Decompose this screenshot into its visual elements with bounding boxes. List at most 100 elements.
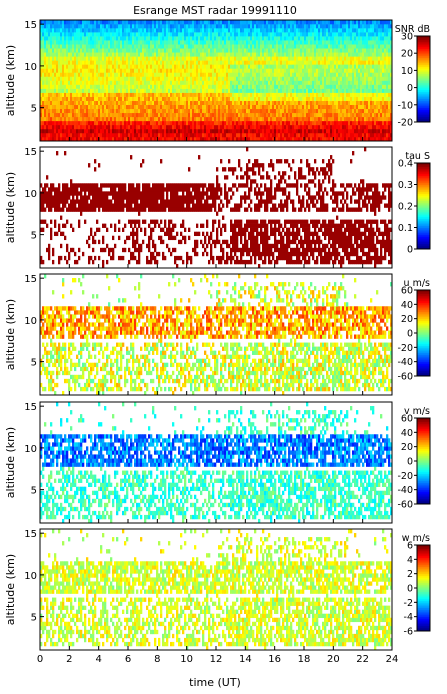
heatmap-cell — [354, 80, 357, 85]
heatmap-cell — [92, 60, 95, 65]
heatmap-cell — [92, 104, 95, 110]
heatmap-cell — [158, 52, 161, 57]
heatmap-cell — [152, 20, 155, 25]
heatmap-cell — [148, 40, 151, 45]
heatmap-cell — [92, 116, 95, 122]
heatmap-cell — [340, 92, 343, 97]
heatmap-cell — [310, 128, 313, 134]
heatmap-cell — [88, 56, 91, 61]
heatmap-cell — [278, 132, 281, 138]
heatmap-cell — [168, 128, 171, 134]
heatmap-cell — [234, 100, 237, 105]
heatmap-cell — [218, 36, 221, 41]
heatmap-cell — [100, 32, 103, 37]
heatmap-cell — [306, 100, 309, 105]
heatmap-cell — [138, 24, 141, 29]
heatmap-cell — [184, 116, 187, 122]
heatmap-cell — [182, 116, 185, 122]
heatmap-cell — [254, 108, 257, 114]
heatmap-cell — [132, 44, 135, 49]
heatmap-cell — [98, 104, 101, 110]
heatmap-cell — [222, 84, 225, 89]
heatmap-cell — [142, 108, 145, 114]
heatmap-cell — [126, 124, 129, 130]
heatmap-cell — [290, 72, 293, 77]
heatmap-cell — [174, 84, 177, 89]
heatmap-cell — [304, 116, 307, 122]
heatmap-cell — [312, 36, 315, 41]
heatmap-cell — [100, 96, 103, 101]
heatmap-cell — [224, 80, 227, 85]
heatmap-cell — [310, 124, 313, 130]
heatmap-cell — [278, 76, 281, 81]
heatmap-cell — [328, 96, 331, 101]
heatmap-cell — [296, 28, 299, 33]
heatmap-cell — [90, 88, 93, 93]
heatmap-cell — [220, 136, 223, 142]
heatmap-cell — [150, 128, 153, 134]
heatmap-cell — [324, 20, 327, 25]
heatmap-cell — [82, 120, 85, 126]
heatmap-cell — [76, 40, 79, 45]
heatmap-cell — [240, 100, 243, 105]
heatmap-cell — [172, 68, 175, 73]
heatmap-cell — [192, 56, 195, 61]
heatmap-cell — [312, 28, 315, 33]
heatmap-cell — [68, 24, 71, 29]
heatmap-cell — [140, 116, 143, 122]
heatmap-cell — [78, 128, 81, 134]
heatmap-cell — [344, 128, 347, 134]
heatmap-cell — [206, 20, 209, 25]
heatmap-cell — [172, 44, 175, 49]
heatmap-cell — [200, 116, 203, 122]
heatmap-cell — [338, 48, 341, 53]
heatmap-cell — [356, 92, 359, 97]
heatmap-cell — [254, 128, 257, 134]
heatmap-cell — [310, 68, 313, 73]
heatmap-cell — [68, 104, 71, 110]
heatmap-cell — [54, 80, 57, 85]
heatmap-cell — [136, 80, 139, 85]
heatmap-cell — [222, 32, 225, 37]
heatmap-cell — [368, 132, 371, 138]
heatmap-cell — [124, 64, 127, 69]
heatmap-cell — [270, 52, 273, 57]
heatmap-cell — [302, 128, 305, 134]
heatmap-cell — [350, 128, 353, 134]
heatmap-cell — [72, 92, 75, 97]
heatmap-cell — [40, 28, 43, 33]
heatmap-cell — [144, 104, 147, 110]
heatmap-cell — [266, 20, 269, 25]
heatmap-cell — [48, 92, 51, 97]
heatmap-cell — [366, 132, 369, 138]
heatmap-cell — [52, 48, 55, 53]
heatmap-cell — [86, 60, 89, 65]
heatmap-cell — [316, 108, 319, 114]
heatmap-cell — [120, 88, 123, 93]
heatmap-cell — [166, 56, 169, 61]
heatmap-cell — [100, 88, 103, 93]
heatmap-cell — [134, 112, 137, 118]
heatmap-cell — [68, 76, 71, 81]
heatmap-cell — [254, 68, 257, 73]
heatmap-cell — [112, 92, 115, 97]
heatmap-cell — [100, 20, 103, 25]
heatmap-cell — [74, 24, 77, 29]
heatmap-cell — [242, 48, 245, 53]
heatmap-cell — [238, 108, 241, 114]
heatmap-cell — [348, 108, 351, 114]
heatmap-cell — [298, 128, 301, 134]
heatmap-cell — [302, 60, 305, 65]
heatmap-cell — [160, 56, 163, 61]
heatmap-cell — [62, 72, 65, 77]
heatmap-cell — [178, 52, 181, 57]
heatmap-cell — [172, 104, 175, 110]
heatmap-cell — [112, 136, 115, 142]
heatmap-cell — [168, 48, 171, 53]
heatmap-cell — [160, 112, 163, 118]
heatmap-cell — [54, 48, 57, 53]
heatmap-cell — [122, 24, 125, 29]
heatmap-cell — [340, 40, 343, 45]
heatmap-cell — [370, 40, 373, 45]
heatmap-cell — [100, 28, 103, 33]
